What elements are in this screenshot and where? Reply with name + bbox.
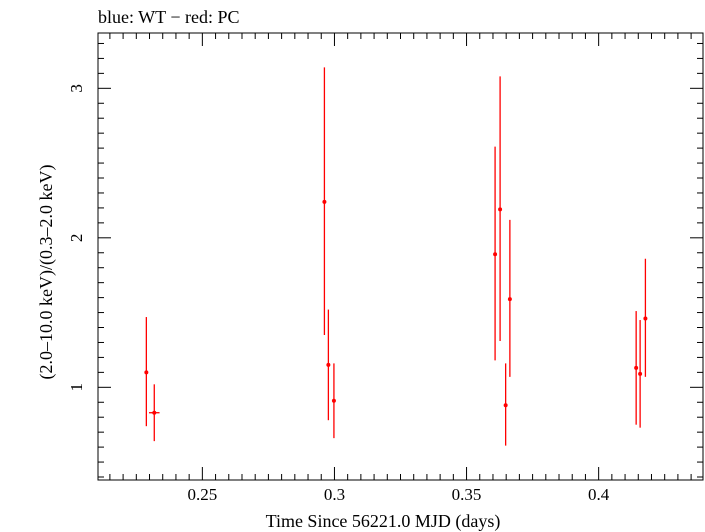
data-point <box>326 309 331 421</box>
data-point <box>498 76 503 341</box>
data-point <box>322 67 327 335</box>
data-point <box>507 219 512 377</box>
data-point <box>638 320 643 428</box>
chart-title: blue: WT − red: PC <box>98 7 239 27</box>
data-marker <box>638 371 643 376</box>
x-axis-ticks: 0.25 0.3 0.35 0.4 <box>109 33 692 504</box>
x-tick-label: 0.35 <box>452 485 482 504</box>
y-axis-ticks: 1 2 3 <box>67 42 703 478</box>
data-point <box>643 258 648 377</box>
data-points <box>144 67 648 446</box>
data-marker <box>152 410 157 415</box>
data-marker <box>144 370 149 375</box>
data-point <box>493 146 498 361</box>
data-marker <box>643 316 648 321</box>
data-marker <box>326 362 331 367</box>
y-tick-label: 2 <box>67 234 86 243</box>
data-point <box>331 363 336 439</box>
data-marker <box>331 398 336 403</box>
data-point <box>148 384 160 442</box>
data-marker <box>634 365 639 370</box>
data-marker <box>322 199 327 204</box>
data-marker <box>493 252 498 257</box>
x-tick-label: 0.25 <box>187 485 217 504</box>
x-tick-label: 0.4 <box>588 485 610 504</box>
data-marker <box>498 207 503 212</box>
y-tick-label: 1 <box>67 383 86 392</box>
y-tick-label: 3 <box>67 84 86 93</box>
x-axis-label: Time Since 56221.0 MJD (days) <box>266 511 501 532</box>
data-marker <box>507 297 512 302</box>
data-marker <box>503 403 508 408</box>
data-point <box>503 363 508 446</box>
y-axis-label: (2.0–10.0 keV)/(0.3–2.0 keV) <box>36 165 57 380</box>
data-point <box>144 317 149 427</box>
x-tick-label: 0.3 <box>324 485 345 504</box>
data-point <box>634 311 639 425</box>
